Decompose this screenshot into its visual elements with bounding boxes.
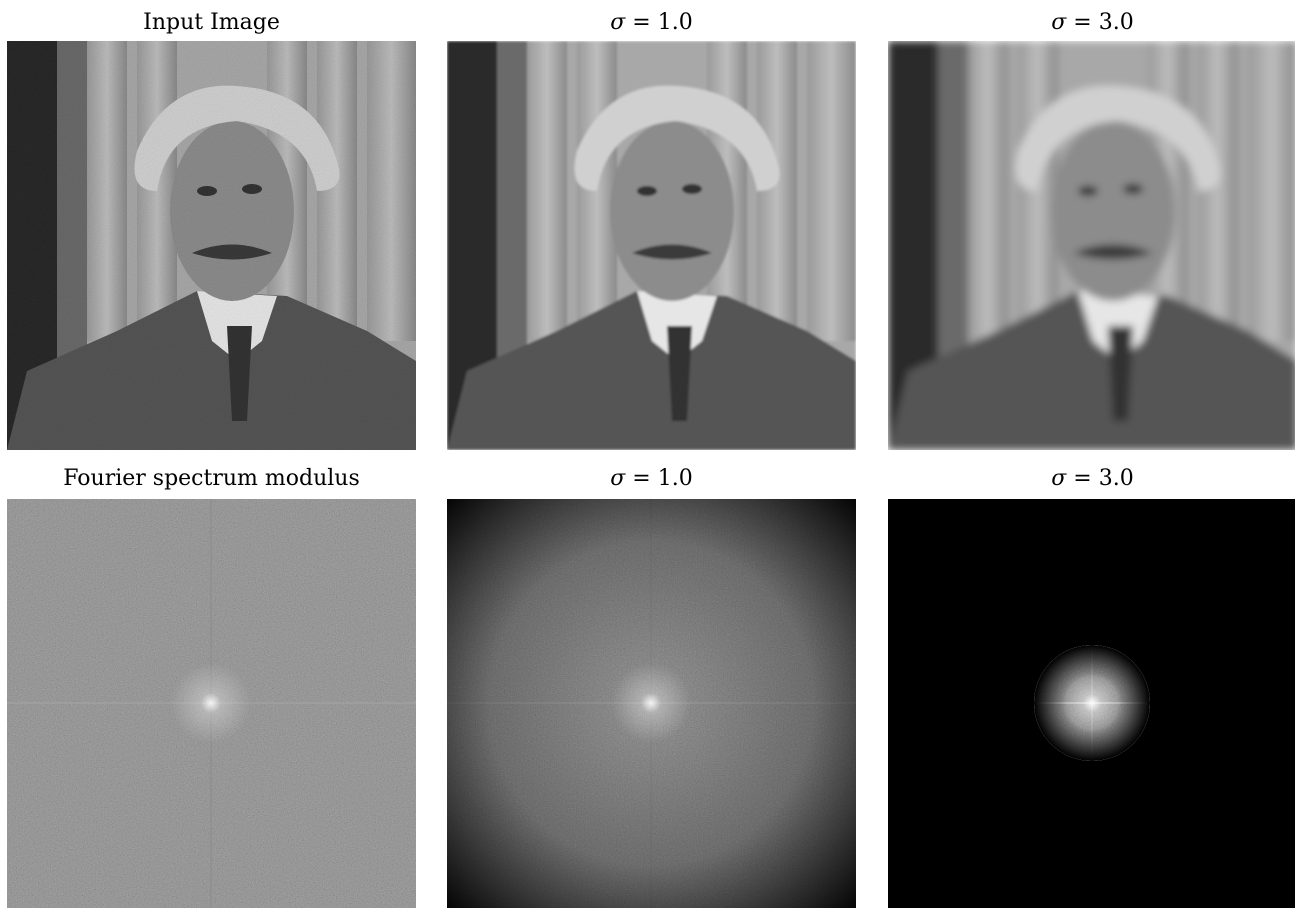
fourier-spectrum-plot bbox=[888, 499, 1295, 908]
spectrum-image bbox=[7, 499, 416, 908]
spectrum-image-sigma-1 bbox=[447, 499, 856, 908]
sigma-value: 3.0 bbox=[1098, 466, 1134, 491]
sigma-symbol: σ bbox=[1051, 10, 1067, 35]
fourier-spectrum-plot bbox=[447, 499, 856, 908]
sigma-symbol: σ bbox=[610, 10, 626, 35]
portrait-photo-blurred bbox=[447, 41, 856, 450]
panel-title: σ = 3.0 bbox=[888, 466, 1295, 492]
input-image bbox=[7, 41, 416, 450]
sigma-symbol: σ bbox=[1051, 466, 1067, 491]
portrait-photo-blurred-strong bbox=[888, 41, 1295, 450]
equals-sign: = bbox=[632, 466, 651, 491]
fourier-spectrum-plot bbox=[7, 499, 416, 908]
panel-title: σ = 3.0 bbox=[888, 10, 1295, 36]
panel-title: Input Image bbox=[143, 10, 280, 35]
panel-title: Fourier spectrum modulus bbox=[63, 466, 360, 491]
spectrum-image-sigma-3 bbox=[888, 499, 1295, 908]
blurred-image-sigma-1 bbox=[447, 41, 856, 450]
panel-title: σ = 1.0 bbox=[447, 466, 856, 492]
equals-sign: = bbox=[632, 10, 651, 35]
sigma-value: 1.0 bbox=[657, 466, 693, 491]
blurred-image-sigma-3 bbox=[888, 41, 1295, 450]
sigma-value: 1.0 bbox=[657, 10, 693, 35]
panel-title: σ = 1.0 bbox=[447, 10, 856, 36]
sigma-symbol: σ bbox=[610, 466, 626, 491]
portrait-photo bbox=[7, 41, 416, 450]
equals-sign: = bbox=[1073, 10, 1092, 35]
equals-sign: = bbox=[1073, 466, 1092, 491]
sigma-value: 3.0 bbox=[1098, 10, 1134, 35]
